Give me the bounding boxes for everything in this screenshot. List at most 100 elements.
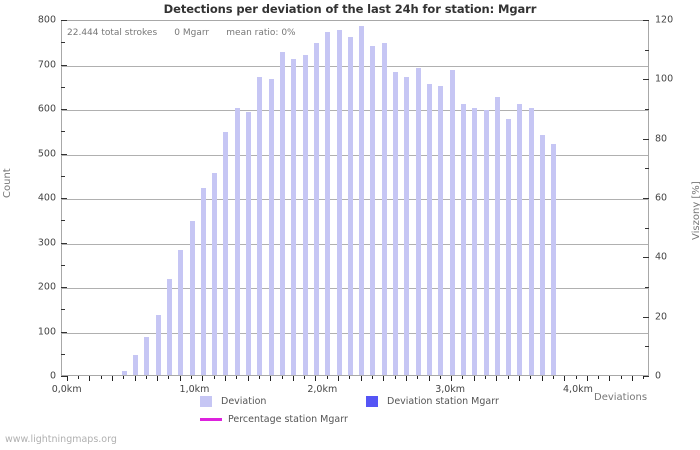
y-tick-label-left: 0 xyxy=(49,370,56,382)
bar xyxy=(528,108,534,375)
x-tick xyxy=(576,376,577,379)
x-tick xyxy=(429,376,430,381)
bar xyxy=(257,76,263,375)
y-tick-minor-right xyxy=(645,109,649,110)
x-tick xyxy=(508,376,509,379)
y-tick-major-right xyxy=(643,376,649,377)
x-tick xyxy=(67,376,68,381)
bar xyxy=(234,108,240,375)
y-tick-major-left xyxy=(61,376,67,377)
x-tick xyxy=(304,376,305,379)
x-tick xyxy=(395,376,396,379)
bar xyxy=(189,221,195,375)
bar xyxy=(313,43,319,375)
legend-label-deviation-station: Deviation station Mgarr xyxy=(387,396,499,407)
bar xyxy=(223,132,229,375)
bar xyxy=(404,76,410,375)
plot-area: 22.444 total strokes 0 Mgarr mean ratio:… xyxy=(61,20,649,376)
x-tick xyxy=(191,376,192,379)
y-tick-major-right xyxy=(643,198,649,199)
y-tick-major-left xyxy=(61,65,67,66)
y-tick-label-left: 800 xyxy=(37,14,56,26)
chart-title: Detections per deviation of the last 24h… xyxy=(163,2,537,16)
x-tick xyxy=(236,376,237,379)
bar xyxy=(370,45,376,375)
x-tick-label: 2,0km xyxy=(307,384,338,395)
bar xyxy=(393,72,399,375)
legend-item-deviation[interactable]: Deviation xyxy=(200,396,266,407)
legend-swatch-deviation xyxy=(200,396,212,407)
x-tick xyxy=(440,376,441,379)
bar xyxy=(280,52,285,375)
legend-item-percentage-station[interactable]: Percentage station Mgarr xyxy=(200,414,348,425)
x-tick-label: 4,0km xyxy=(563,384,593,395)
bar xyxy=(121,371,127,375)
bar xyxy=(268,79,274,375)
x-tick xyxy=(89,376,90,381)
gridline xyxy=(62,199,648,200)
x-tick xyxy=(462,376,463,379)
legend-item-deviation-station[interactable]: Deviation station Mgarr xyxy=(366,396,499,407)
x-tick xyxy=(270,376,271,381)
y-axis-label-right: Viszony [%] xyxy=(691,181,700,240)
x-tick xyxy=(112,376,113,381)
bar xyxy=(517,103,523,375)
bar xyxy=(551,143,557,375)
x-tick xyxy=(180,376,181,381)
x-tick xyxy=(542,376,543,381)
y-tick-label-left: 700 xyxy=(37,59,56,70)
y-tick-minor-left xyxy=(61,131,65,132)
x-tick xyxy=(315,376,316,381)
y-tick-label-left: 500 xyxy=(37,148,56,159)
x-tick xyxy=(282,376,283,379)
x-tick xyxy=(632,376,633,381)
bar xyxy=(325,32,331,375)
x-tick xyxy=(349,376,350,379)
x-tick xyxy=(338,376,339,381)
x-tick xyxy=(214,376,215,379)
y-tick-major-right xyxy=(643,139,649,140)
x-tick xyxy=(78,376,79,379)
x-tick xyxy=(135,376,136,381)
y-tick-label-left: 400 xyxy=(37,192,56,204)
bar xyxy=(427,83,432,375)
x-tick xyxy=(587,376,588,381)
x-tick xyxy=(157,376,158,381)
y-tick-minor-right xyxy=(645,346,649,347)
bar xyxy=(144,336,150,375)
y-tick-minor-left xyxy=(61,309,65,310)
y-tick-label-right: 40 xyxy=(655,251,668,263)
x-tick xyxy=(643,376,644,379)
bar xyxy=(540,134,546,375)
y-tick-minor-left xyxy=(61,354,65,355)
x-tick xyxy=(598,376,599,379)
y-tick-major-left xyxy=(61,243,67,244)
y-tick-label-right: 60 xyxy=(655,192,668,204)
y-tick-label-right: 20 xyxy=(655,311,668,323)
bar xyxy=(359,25,365,375)
x-tick xyxy=(259,376,260,379)
x-tick xyxy=(519,376,520,381)
x-tick xyxy=(293,376,294,381)
y-tick-minor-right xyxy=(645,168,649,169)
x-tick xyxy=(372,376,373,379)
y-tick-major-right xyxy=(643,317,649,318)
y-tick-minor-left xyxy=(61,87,65,88)
x-tick xyxy=(202,376,203,381)
x-tick xyxy=(123,376,124,379)
y-tick-major-left xyxy=(61,154,67,155)
bar xyxy=(415,67,421,375)
x-tick xyxy=(496,376,497,381)
bar xyxy=(506,119,512,375)
gridline xyxy=(62,244,648,245)
y-tick-major-left xyxy=(61,109,67,110)
y-tick-minor-right xyxy=(645,287,649,288)
y-tick-label-left: 600 xyxy=(37,103,56,115)
bar xyxy=(302,54,308,375)
y-tick-major-left xyxy=(61,332,67,333)
x-tick xyxy=(417,376,418,379)
bar xyxy=(347,36,353,375)
legend-label-deviation: Deviation xyxy=(221,396,267,407)
bar xyxy=(133,355,138,375)
